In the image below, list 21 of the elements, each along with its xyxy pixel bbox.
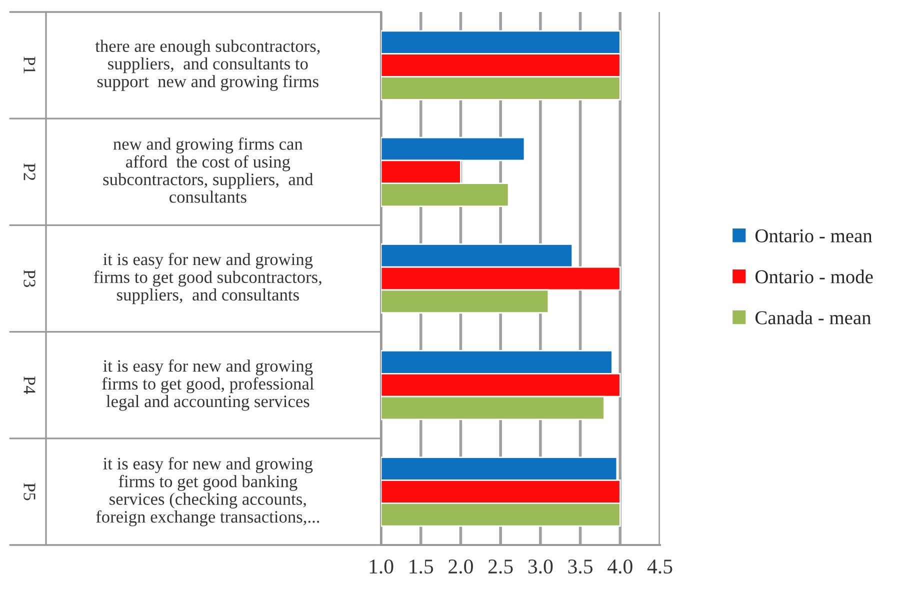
y-tick-label: it is easy for new and growing firms to get good subcontractors, suppliers, and consultants: [94, 252, 322, 304]
x-tick-label: 2.5: [488, 560, 513, 574]
text: P2: [24, 163, 36, 180]
y-tick-label: it is easy for new and growing firms to get good banking services (checking accounts, foreign exchange transactions,...: [96, 457, 320, 526]
text: P1: [24, 56, 36, 74]
x-tick-label: 1.0: [370, 559, 394, 574]
legend-label: Ontario - mode: [755, 270, 873, 284]
y-tick-label: there are enough subcontractors, suppliers, and consultants to support new and growing firms: [95, 40, 320, 91]
text: P4: [24, 376, 36, 394]
legend-label: Ontario - mean: [755, 229, 872, 242]
x-tick-label: 1.5: [410, 560, 434, 574]
text: P5: [24, 483, 36, 500]
text: P3: [24, 270, 36, 287]
x-tick-label: 3.0: [528, 559, 553, 574]
y-tick-label: new and growing firms can afford the cost of using subcontractors, suppliers, and consultants: [103, 137, 314, 203]
x-tick-label: 2.0: [448, 559, 473, 574]
y-tick-label: it is easy for new and growing firms to get good, professional legal and accounting services: [102, 359, 314, 411]
x-tick-label: 4.0: [608, 559, 632, 574]
legend-label: Canada - mean: [755, 310, 872, 324]
x-tick-label: 4.5: [647, 560, 672, 574]
x-tick-label: 3.5: [568, 560, 592, 574]
